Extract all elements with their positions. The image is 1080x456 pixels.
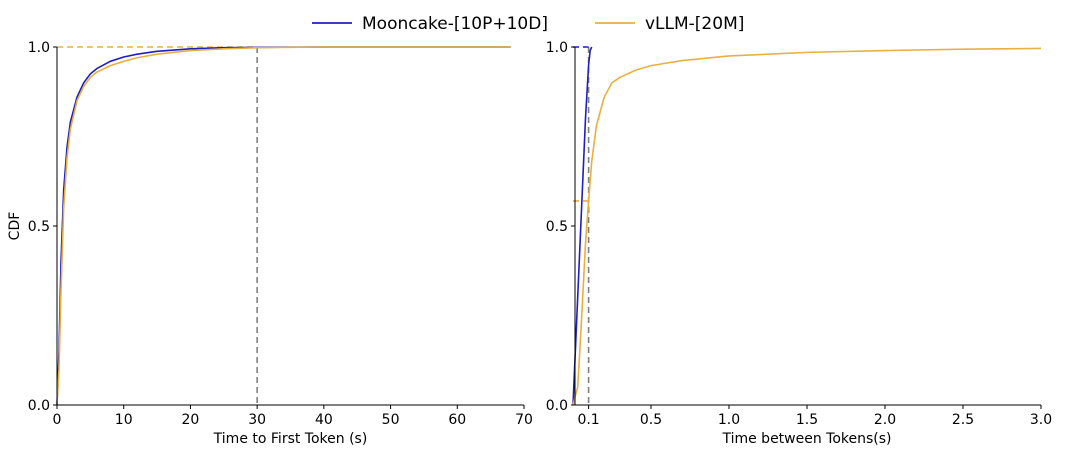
x-tick-label: 40 [315, 412, 333, 428]
legend-label-0: Mooncake-[10P+10D] [362, 14, 548, 34]
tbt-cdf-chart: 0.1 0.5 1.0 1.5 2.0 2.5 3.0 0.0 0.5 1.0 Time betwe… [546, 40, 1052, 447]
x-axis-label: Time between Tokens(s) [721, 431, 891, 447]
legend: Mooncake-[10P+10D] vLLM-[20M] [312, 14, 744, 34]
series-line-vllm [572, 47, 1042, 406]
y-tick-label: 1.0 [546, 40, 568, 56]
y-tick-label: 0.0 [28, 398, 50, 414]
y-tick-label: 0.0 [546, 398, 568, 414]
x-tick-label: 60 [448, 412, 466, 428]
x-tick-label: 1.0 [718, 412, 740, 428]
x-tick-label: 50 [382, 412, 400, 428]
x-tick-label: 2.0 [874, 412, 896, 428]
x-tick-label: 70 [515, 412, 533, 428]
legend-label-1: vLLM-[20M] [645, 14, 744, 34]
ttft-cdf-chart: 0 10 20 30 40 50 60 70 0.0 0.5 1.0 Time to First To… [7, 40, 533, 447]
x-tick-label: 2.5 [952, 412, 974, 428]
x-axis-label: Time to First Token (s) [213, 431, 368, 447]
y-tick-label: 1.0 [28, 40, 50, 56]
x-tick-label: 10 [115, 412, 133, 428]
x-tick-label: 1.5 [796, 412, 818, 428]
x-tick-label: 0.5 [640, 412, 662, 428]
x-tick-label: 3.0 [1030, 412, 1052, 428]
y-tick-label: 0.5 [546, 219, 568, 235]
x-tick-label: 0 [53, 412, 62, 428]
series-line-mooncake [572, 46, 593, 406]
y-tick-label: 0.5 [28, 219, 50, 235]
y-axis-label: CDF [7, 212, 23, 241]
x-tick-label: 20 [182, 412, 200, 428]
x-tick-label: 30 [248, 412, 266, 428]
series-line-vllm [56, 46, 511, 406]
series-line-mooncake [56, 46, 511, 406]
x-tick-label: 0.1 [577, 412, 599, 428]
